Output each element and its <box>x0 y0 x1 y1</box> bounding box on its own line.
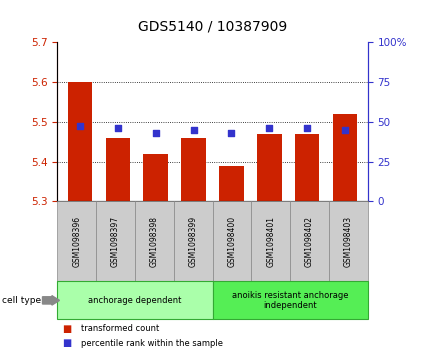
Point <box>190 127 197 132</box>
Text: percentile rank within the sample: percentile rank within the sample <box>81 339 223 347</box>
Point <box>342 127 348 132</box>
Text: GDS5140 / 10387909: GDS5140 / 10387909 <box>138 20 287 34</box>
Text: GSM1098398: GSM1098398 <box>150 216 159 267</box>
Text: transformed count: transformed count <box>81 324 159 333</box>
Text: anchorage dependent: anchorage dependent <box>88 296 181 305</box>
Text: ■: ■ <box>62 338 71 348</box>
Bar <box>219 166 244 201</box>
Bar <box>106 138 130 201</box>
Text: GSM1098400: GSM1098400 <box>227 216 236 267</box>
Text: GSM1098403: GSM1098403 <box>344 216 353 267</box>
Bar <box>68 82 92 201</box>
Text: GSM1098397: GSM1098397 <box>111 216 120 267</box>
Bar <box>181 138 206 201</box>
Point <box>114 125 121 131</box>
Bar <box>333 114 357 201</box>
Text: GSM1098396: GSM1098396 <box>72 216 81 267</box>
Text: ■: ■ <box>62 323 71 334</box>
Text: GSM1098399: GSM1098399 <box>189 216 198 267</box>
Point <box>266 125 273 131</box>
Text: GSM1098402: GSM1098402 <box>305 216 314 267</box>
Text: GSM1098401: GSM1098401 <box>266 216 275 267</box>
Point <box>152 130 159 136</box>
Text: cell type: cell type <box>2 296 41 305</box>
Point <box>304 125 311 131</box>
Bar <box>144 154 168 201</box>
Point <box>228 130 235 136</box>
Bar <box>257 134 281 201</box>
Bar <box>295 134 319 201</box>
Point <box>76 123 83 129</box>
Text: anoikis resistant anchorage
independent: anoikis resistant anchorage independent <box>232 291 348 310</box>
